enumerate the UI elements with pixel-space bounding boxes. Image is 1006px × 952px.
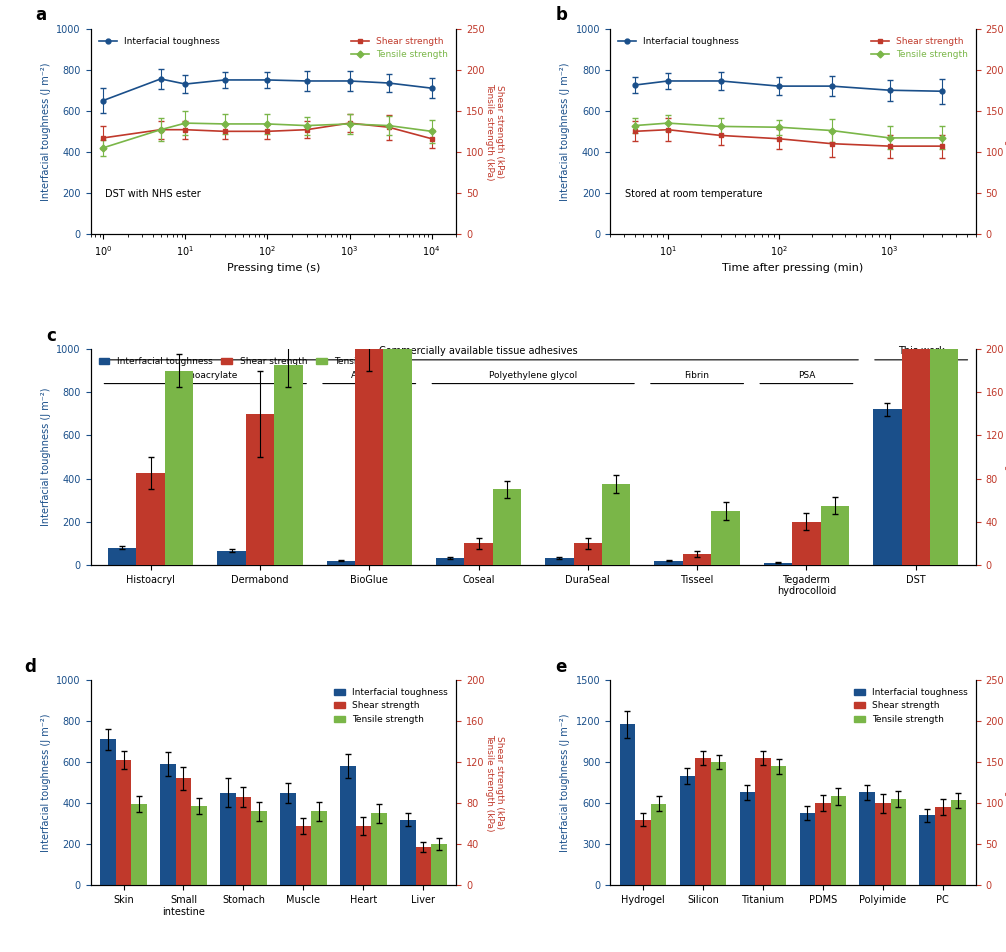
Legend: Interfacial toughness, Shear strength, Tensile strength: Interfacial toughness, Shear strength, T… [331,684,452,727]
Bar [875,803,890,885]
Bar [831,796,846,885]
Bar [683,554,711,565]
Bar [340,766,355,885]
Bar [821,506,849,565]
Bar [573,544,602,565]
Text: d: d [25,658,36,676]
Bar [602,484,631,565]
Bar [792,522,821,565]
Bar [711,762,726,885]
Bar [108,547,137,565]
Text: This work: This work [898,346,945,355]
Bar [311,811,327,885]
Bar [951,801,966,885]
Bar [930,0,959,565]
Legend: Interfacial toughness: Interfacial toughness [95,33,223,50]
Bar [465,544,493,565]
Bar [165,370,193,565]
Bar [275,366,303,565]
Y-axis label: Shear strength (kPa)
Tensile strength (kPa): Shear strength (kPa) Tensile strength (k… [485,734,504,831]
Bar [680,776,695,885]
X-axis label: Time after pressing (min): Time after pressing (min) [722,263,863,273]
Bar [711,511,739,565]
Bar [252,811,267,885]
Bar [432,844,447,885]
Bar [355,825,371,885]
Text: c: c [46,327,56,345]
Bar [415,847,432,885]
Bar [245,414,275,565]
Bar [235,797,252,885]
Bar [901,0,930,565]
Text: Stored at room temperature: Stored at room temperature [625,188,763,199]
Bar [756,758,771,885]
Bar [635,820,651,885]
Y-axis label: Interfacial toughness (J m⁻²): Interfacial toughness (J m⁻²) [560,62,570,201]
Text: Commercially available tissue adhesives: Commercially available tissue adhesives [379,346,577,355]
Text: Albumin: Albumin [350,371,388,381]
Bar [873,409,901,565]
Text: e: e [555,658,566,676]
Bar [800,813,815,885]
Y-axis label: Shear strength (kPa)
Tensile strength (kPa): Shear strength (kPa) Tensile strength (k… [1004,734,1006,831]
Bar [695,758,711,885]
Y-axis label: Shear strength (kPa)
Tensile strength (kPa): Shear strength (kPa) Tensile strength (k… [1004,83,1006,180]
Bar [383,317,411,565]
Bar [132,804,147,885]
Text: PSA: PSA [798,371,815,381]
Y-axis label: Shear strength (kPa)
Tensile strength (kPa): Shear strength (kPa) Tensile strength (k… [485,83,504,180]
Bar [815,803,831,885]
Bar [545,559,573,565]
Y-axis label: Interfacial toughness (J m⁻²): Interfacial toughness (J m⁻²) [560,713,570,852]
Bar [355,349,383,565]
Bar [137,473,165,565]
Bar [176,779,191,885]
Bar [859,792,875,885]
Text: b: b [555,7,567,25]
Y-axis label: Interfacial toughness (J m⁻²): Interfacial toughness (J m⁻²) [41,62,50,201]
X-axis label: Pressing time (s): Pressing time (s) [226,263,320,273]
Bar [655,561,683,565]
Bar [400,820,415,885]
Bar [890,799,906,885]
Y-axis label: Shear strength (kPa)
Tensile strength (kPa): Shear strength (kPa) Tensile strength (k… [1004,408,1006,506]
Text: a: a [35,7,47,25]
Bar [371,813,386,885]
Text: Cyanoacrylate: Cyanoacrylate [173,371,238,381]
Bar [493,489,521,565]
Bar [436,559,465,565]
Text: Polyethylene glycol: Polyethylene glycol [489,371,577,381]
Bar [919,816,935,885]
Bar [764,563,792,565]
Bar [217,551,245,565]
Legend: Shear strength, Tensile strength: Shear strength, Tensile strength [347,33,452,63]
Bar [116,760,132,885]
Bar [327,561,355,565]
Bar [771,766,787,885]
Bar [160,764,176,885]
Bar [739,792,756,885]
Legend: Interfacial toughness: Interfacial toughness [615,33,742,50]
Text: Fibrin: Fibrin [685,371,709,381]
Y-axis label: Interfacial toughness (J m⁻²): Interfacial toughness (J m⁻²) [41,387,50,526]
Bar [296,825,311,885]
Bar [101,740,116,885]
Bar [620,724,635,885]
Bar [191,806,207,885]
Bar [280,793,296,885]
Legend: Interfacial toughness, Shear strength, Tensile strength: Interfacial toughness, Shear strength, T… [95,353,409,369]
Legend: Shear strength, Tensile strength: Shear strength, Tensile strength [867,33,972,63]
Text: DST with NHS ester: DST with NHS ester [106,188,201,199]
Bar [220,793,235,885]
Bar [651,803,666,885]
Bar [935,807,951,885]
Legend: Interfacial toughness, Shear strength, Tensile strength: Interfacial toughness, Shear strength, T… [850,684,972,727]
Y-axis label: Interfacial toughness (J m⁻²): Interfacial toughness (J m⁻²) [41,713,50,852]
